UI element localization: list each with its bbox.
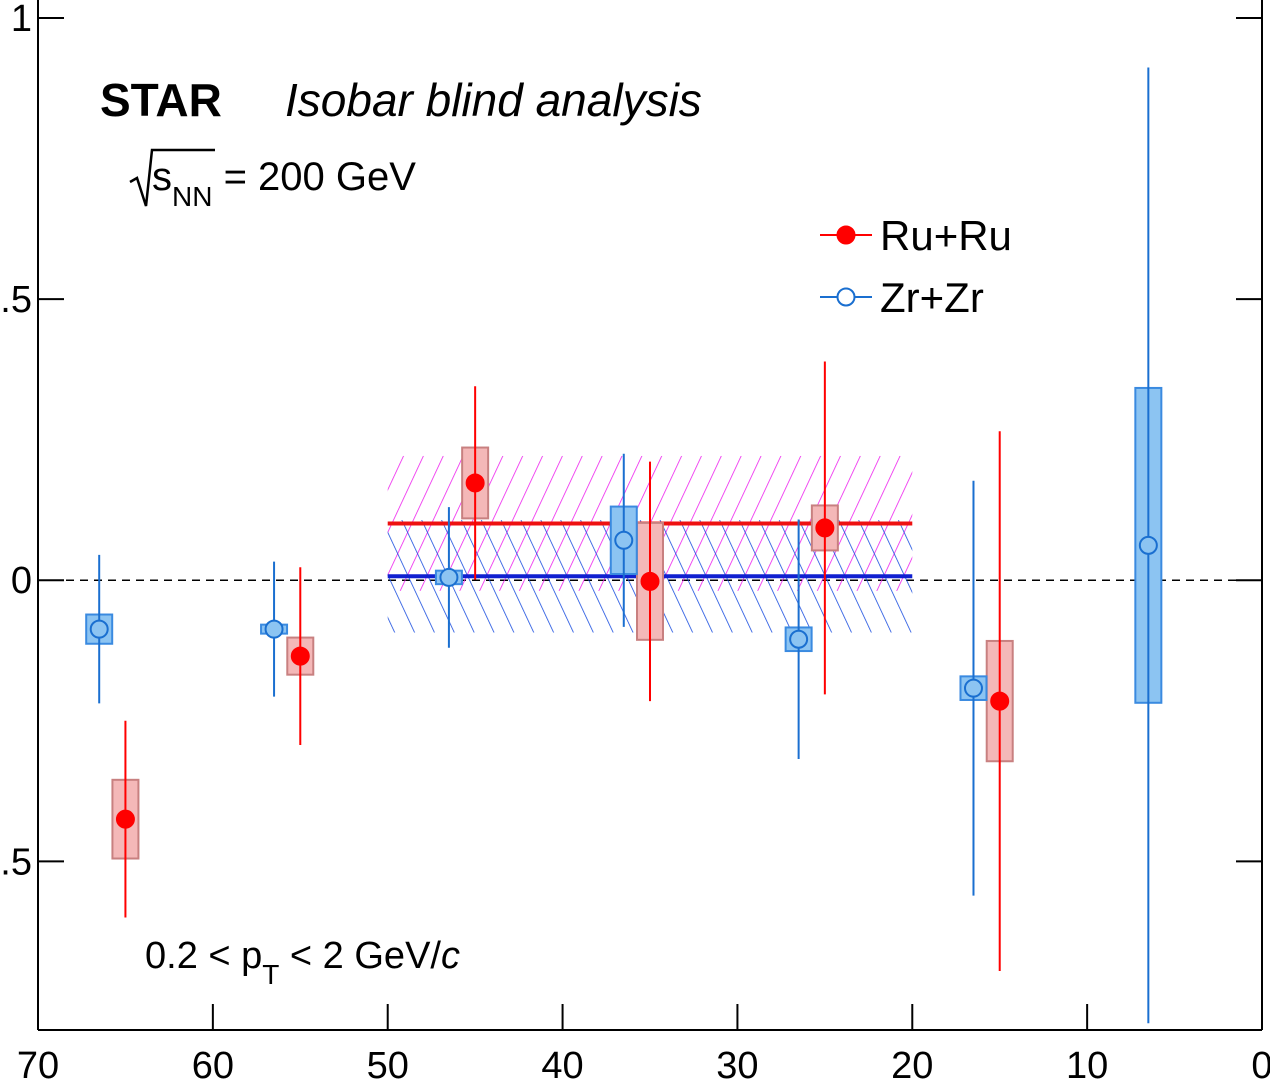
- legend-marker: [836, 287, 856, 307]
- energy-text: = 200 GeV: [212, 155, 416, 199]
- marker: [264, 619, 284, 639]
- marker: [115, 809, 135, 829]
- experiment-label: STAR: [100, 74, 222, 126]
- y-tick-label: 0: [11, 560, 32, 602]
- marker: [815, 518, 835, 538]
- plot-area: [38, 67, 1262, 1024]
- x-tick-label: 0: [1251, 1045, 1270, 1087]
- x-tick-label: 10: [1066, 1045, 1108, 1087]
- cut-label: 0.2 < pT < 2 GeV/c: [145, 935, 460, 990]
- y-tick-label: 0.5: [0, 279, 32, 321]
- cut-part: 0.2 < p: [145, 935, 262, 977]
- marker: [465, 473, 485, 493]
- marker: [789, 629, 809, 649]
- marker: [439, 567, 459, 587]
- marker: [614, 530, 634, 550]
- energy-label: sNN = 200 GeV: [152, 155, 416, 212]
- x-tick-label: 40: [541, 1045, 583, 1087]
- sqrt-sign: [129, 148, 215, 207]
- marker: [990, 691, 1010, 711]
- subtitle: Isobar blind analysis: [285, 74, 702, 126]
- cut-part: < 2 GeV/: [279, 935, 441, 977]
- marker: [963, 678, 983, 698]
- marker: [1138, 535, 1158, 555]
- legend-label: Zr+Zr: [880, 274, 984, 321]
- energy-symbol: s: [152, 155, 172, 199]
- x-tick-label: 50: [367, 1045, 409, 1087]
- cut-subscript: T: [262, 959, 279, 990]
- legend-label: Ru+Ru: [880, 212, 1012, 259]
- y-tick-label: -0.5: [0, 841, 32, 883]
- marker: [290, 646, 310, 666]
- y-tick-label: 1: [11, 0, 32, 40]
- x-tick-label: 70: [17, 1045, 59, 1087]
- marker: [640, 571, 660, 591]
- energy-subscript: NN: [172, 181, 212, 212]
- x-tick-label: 20: [891, 1045, 933, 1087]
- x-tick-label: 60: [192, 1045, 234, 1087]
- x-tick-label: 30: [716, 1045, 758, 1087]
- marker: [89, 619, 109, 639]
- legend-marker: [836, 225, 856, 245]
- cut-part: c: [441, 935, 460, 977]
